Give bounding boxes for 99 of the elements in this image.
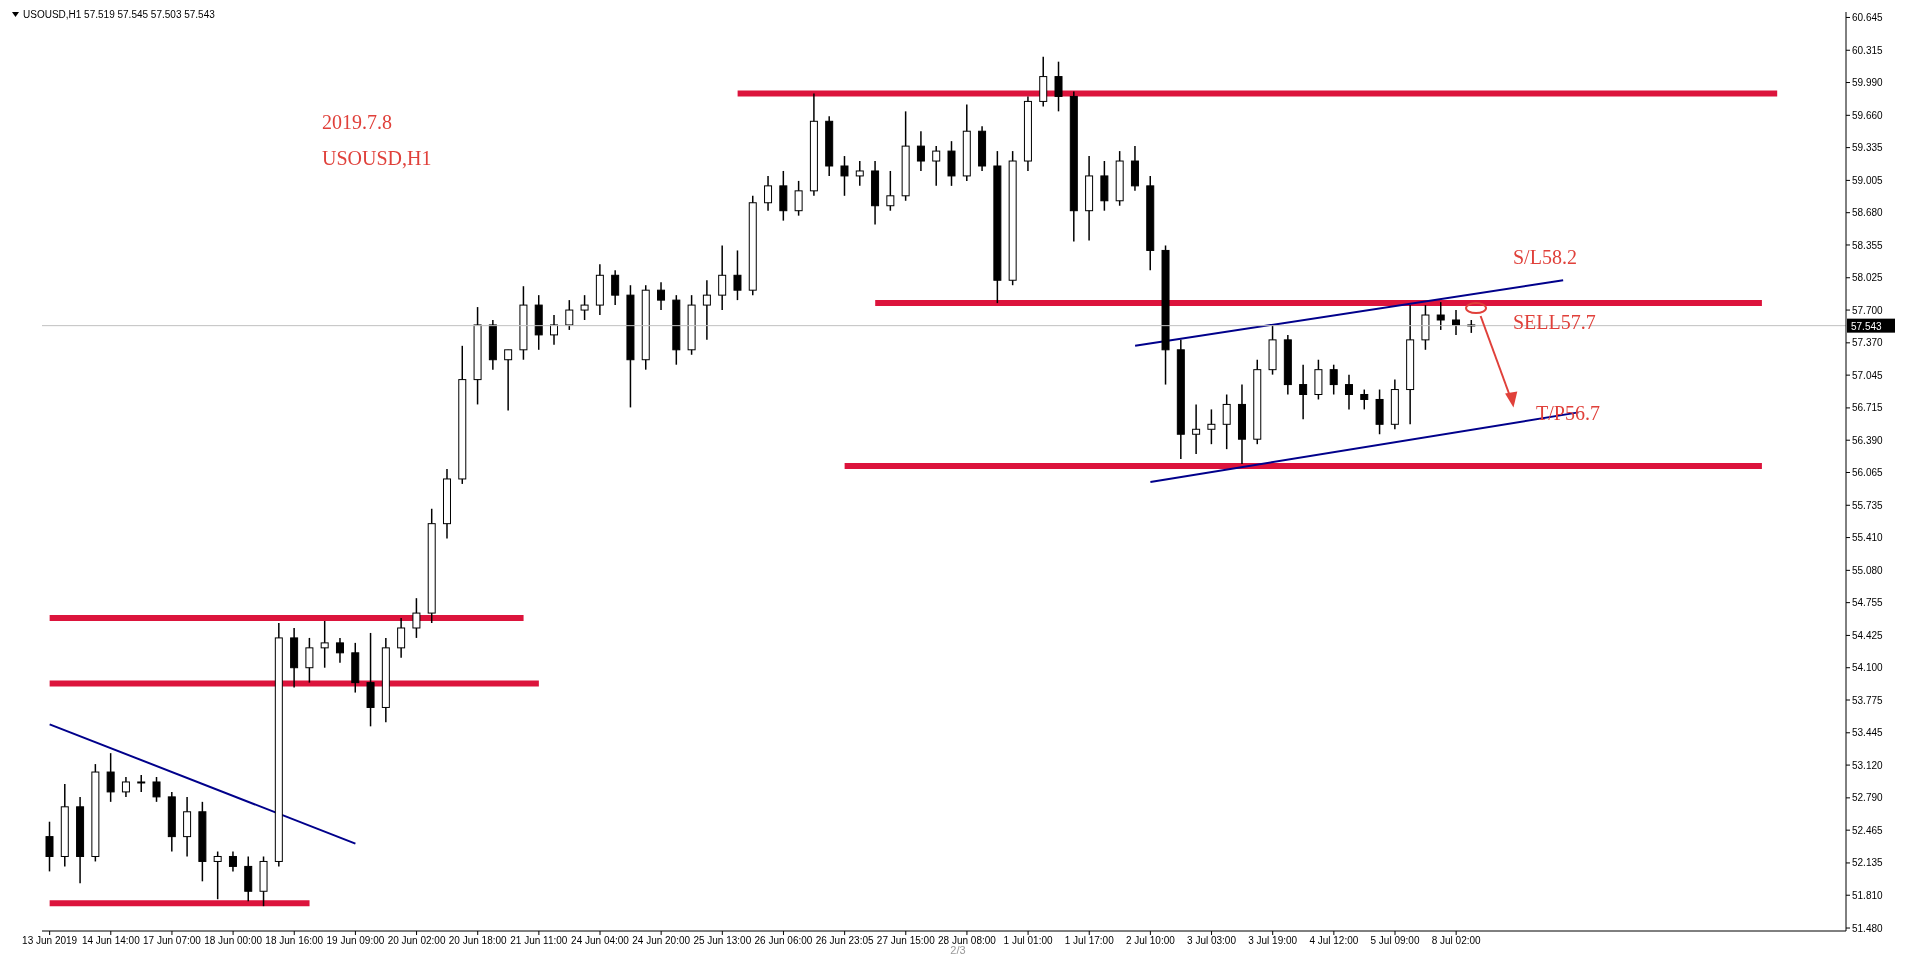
candlestick — [916, 130, 925, 172]
candlestick — [1054, 60, 1063, 113]
candlestick — [1299, 363, 1308, 421]
candlestick — [840, 155, 849, 197]
y-tick-label: 54.755 — [1852, 597, 1884, 609]
x-tick-label: 13 Jun 2019 — [22, 935, 78, 947]
candlestick — [702, 279, 711, 341]
candlestick — [1207, 408, 1216, 445]
y-tick-label: 53.445 — [1852, 727, 1884, 739]
y-tick-label: 59.335 — [1852, 142, 1884, 154]
candlestick — [45, 820, 54, 873]
x-tick-label: 27 Jun 15:00 — [876, 935, 936, 947]
x-tick-label: 20 Jun 18:00 — [448, 935, 508, 947]
y-tick-label: 58.680 — [1852, 207, 1884, 219]
x-tick-label: 21 Jun 11:00 — [510, 935, 568, 947]
candlestick — [932, 145, 941, 187]
y-tick-label: 54.100 — [1852, 662, 1884, 674]
candlestick — [794, 180, 803, 217]
candlestick — [718, 244, 727, 311]
candlestick — [213, 850, 222, 900]
candlestick — [550, 314, 559, 346]
y-tick-label: 59.005 — [1852, 174, 1884, 186]
x-tick-label: 20 Jun 02:00 — [387, 935, 446, 947]
candlestick — [1329, 363, 1338, 396]
y-tick-label: 51.480 — [1852, 922, 1884, 934]
y-tick-label: 57.370 — [1852, 337, 1884, 349]
y-tick-label: 51.810 — [1852, 889, 1884, 901]
y-tick-label: 56.065 — [1852, 467, 1884, 479]
candlestick — [1344, 373, 1353, 411]
x-tick-label: 2 Jul 10:00 — [1125, 935, 1176, 947]
x-tick-label: 1 Jul 17:00 — [1064, 935, 1115, 947]
x-tick-label: 18 Jun 00:00 — [204, 935, 263, 947]
x-tick-label: 4 Jul 12:00 — [1309, 935, 1359, 947]
candlestick — [1452, 309, 1461, 336]
candlestick — [764, 175, 773, 212]
x-tick-label: 5 Jul 09:00 — [1370, 935, 1420, 947]
y-tick-label: 53.775 — [1852, 694, 1884, 706]
candlestick — [580, 294, 589, 321]
ref-line-label: 57.543 — [1851, 320, 1883, 332]
candlestick — [855, 160, 864, 187]
candlestick — [657, 281, 666, 311]
y-tick-label: 52.135 — [1852, 857, 1884, 869]
x-tick-label: 3 Jul 03:00 — [1187, 935, 1237, 947]
candlestick — [1436, 301, 1445, 331]
candlestick — [886, 170, 895, 212]
candlestick — [152, 776, 161, 803]
y-tick-label: 57.045 — [1852, 369, 1884, 381]
candlestick — [106, 752, 115, 803]
y-tick-label: 55.080 — [1852, 564, 1884, 576]
x-tick-label: 25 Jun 13:00 — [693, 935, 752, 947]
candlestick — [1222, 393, 1231, 450]
candlestick — [504, 349, 513, 412]
candlestick — [137, 774, 146, 793]
x-tick-label: 18 Jun 16:00 — [265, 935, 324, 947]
x-tick-label: 26 Jun 23:05 — [815, 935, 874, 947]
y-tick-label: 56.390 — [1852, 434, 1884, 446]
y-tick-label: 60.645 — [1852, 12, 1884, 24]
candlestick — [1360, 388, 1369, 411]
annotation: SELL57.7 — [1513, 310, 1596, 334]
candlestick — [335, 637, 344, 664]
x-tick-label: 3 Jul 19:00 — [1248, 935, 1298, 947]
y-tick-label: 55.410 — [1852, 532, 1884, 544]
chart-title: USOUSD,H1 57.519 57.545 57.503 57.543 — [23, 9, 215, 20]
x-tick-label: 24 Jun 20:00 — [632, 935, 691, 947]
x-tick-label: 26 Jun 06:00 — [754, 935, 813, 947]
candlestick — [228, 850, 237, 873]
annotation: USOUSD,H1 — [322, 146, 432, 170]
x-tick-label: 24 Jun 04:00 — [571, 935, 630, 947]
candlestick — [733, 249, 742, 301]
y-tick-label: 56.715 — [1852, 402, 1884, 414]
candlestick — [565, 299, 574, 331]
x-tick-label: 8 Jul 02:00 — [1431, 935, 1482, 947]
candlestick — [305, 637, 314, 684]
x-tick-label: 14 Jun 14:00 — [81, 935, 141, 947]
y-tick-label: 55.735 — [1852, 499, 1884, 511]
y-tick-label: 59.990 — [1852, 77, 1884, 89]
text: 2/3 — [950, 944, 966, 956]
candlestick — [121, 776, 130, 798]
annotation: 2019.7.8 — [322, 110, 392, 134]
y-tick-label: 54.425 — [1852, 629, 1884, 641]
y-tick-label: 58.025 — [1852, 272, 1884, 284]
y-tick-label: 52.790 — [1852, 792, 1884, 804]
candlestick — [412, 597, 421, 639]
y-tick-label: 53.120 — [1852, 759, 1884, 771]
x-tick-label: 19 Jun 09:00 — [326, 935, 385, 947]
y-tick-label: 57.700 — [1852, 304, 1884, 316]
candlestick — [611, 269, 620, 306]
y-tick-label: 52.465 — [1852, 824, 1884, 836]
y-tick-label: 60.315 — [1852, 44, 1884, 56]
annotation: T/P56.7 — [1536, 401, 1600, 425]
annotation: S/L58.2 — [1513, 245, 1577, 269]
candlestick — [320, 620, 329, 669]
x-tick-label: 1 Jul 01:00 — [1003, 935, 1053, 947]
candlestick — [397, 617, 406, 659]
candlestick — [1192, 403, 1201, 455]
x-tick-label: 28 Jun 08:00 — [938, 935, 997, 947]
y-tick-label: 58.355 — [1852, 239, 1884, 251]
y-tick-label: 59.660 — [1852, 109, 1884, 121]
x-tick-label: 17 Jun 07:00 — [143, 935, 202, 947]
